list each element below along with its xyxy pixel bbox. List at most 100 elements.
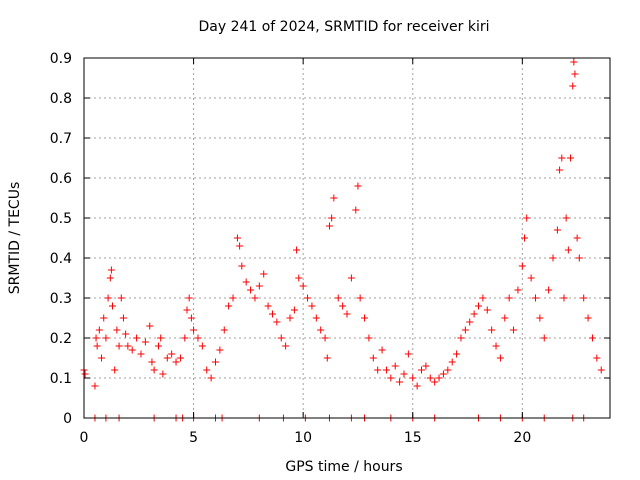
data-point [304,294,312,302]
data-point [81,370,89,378]
data-point [108,302,116,310]
data-point [339,302,347,310]
data-point [128,346,136,354]
data-point [321,334,329,342]
data-point [295,274,303,282]
data-point [488,326,496,334]
plot-frame [83,57,611,419]
data-point [391,362,399,370]
data-point [573,234,581,242]
data-point [187,314,195,322]
data-point [527,274,535,282]
data-point [418,366,426,374]
data-point [597,366,605,374]
data-point [575,254,583,262]
data-point [247,286,255,294]
data-point [312,314,320,322]
data-point [93,342,101,350]
data-point [382,366,390,374]
x-tick-label: 5 [189,430,198,446]
data-point [356,294,364,302]
data-point [155,342,163,350]
data-point [150,366,158,374]
data-point [190,326,198,334]
data-point [457,334,465,342]
data-point [183,306,191,314]
data-point [444,366,452,374]
data-point [212,358,219,366]
data-point [172,358,180,366]
data-point [273,318,281,326]
data-point [562,214,570,222]
data-point [220,326,228,334]
data-point [365,334,373,342]
data-point [225,302,233,310]
data-point [352,206,360,214]
data-point [277,334,285,342]
data-point [323,354,331,362]
data-point [102,334,110,342]
data-point [207,374,215,382]
data-point [111,366,119,374]
x-tick-label: 20 [513,430,531,446]
data-point [545,286,553,294]
data-point [328,214,336,222]
data-point [413,382,421,390]
y-tick-label: 0 [63,411,72,427]
data-point [505,294,513,302]
y-tick-label: 0.7 [50,131,72,147]
data-point [560,294,568,302]
data-point [404,350,412,358]
y-axis-label: SRMTID / TECUs [7,182,23,295]
data-point [159,370,167,378]
data-point [558,154,566,162]
data-point [556,166,564,174]
data-point [387,374,395,382]
data-point [549,254,557,262]
y-tick-label: 0.4 [50,251,72,267]
data-point [431,378,439,386]
data-point [137,350,145,358]
data-point [553,226,561,234]
data-point [514,286,522,294]
data-point [146,322,154,330]
data-point [293,246,301,254]
data-point [521,234,529,242]
data-point [439,370,447,378]
data-point [518,262,526,270]
data-point [483,306,491,314]
data-point [255,282,263,290]
data-point [422,362,430,370]
data-point [354,182,362,190]
data-point [157,334,165,342]
data-point [113,326,121,334]
data-point [453,350,461,358]
data-point [347,274,355,282]
data-point [122,330,130,338]
data-point [236,242,244,250]
data-point [448,358,456,366]
data-point [242,278,250,286]
chart-title: Day 241 of 2024, SRMTID for receiver kir… [198,19,489,35]
data-point [426,374,434,382]
data-point [510,326,518,334]
data-point [343,310,351,318]
data-point [264,302,272,310]
data-point [496,354,504,362]
data-point [233,234,241,242]
data-point [119,314,127,322]
data-point [369,354,377,362]
data-point [299,282,307,290]
data-point [569,82,577,90]
data-point [216,346,224,354]
y-tick-label: 0.3 [50,291,72,307]
data-point [540,334,548,342]
x-axis-label: GPS time / hours [285,459,402,475]
data-point [181,334,189,342]
data-point [374,366,382,374]
data-point [409,374,417,382]
data-point [317,326,325,334]
data-point [593,354,601,362]
data-point [475,302,482,310]
